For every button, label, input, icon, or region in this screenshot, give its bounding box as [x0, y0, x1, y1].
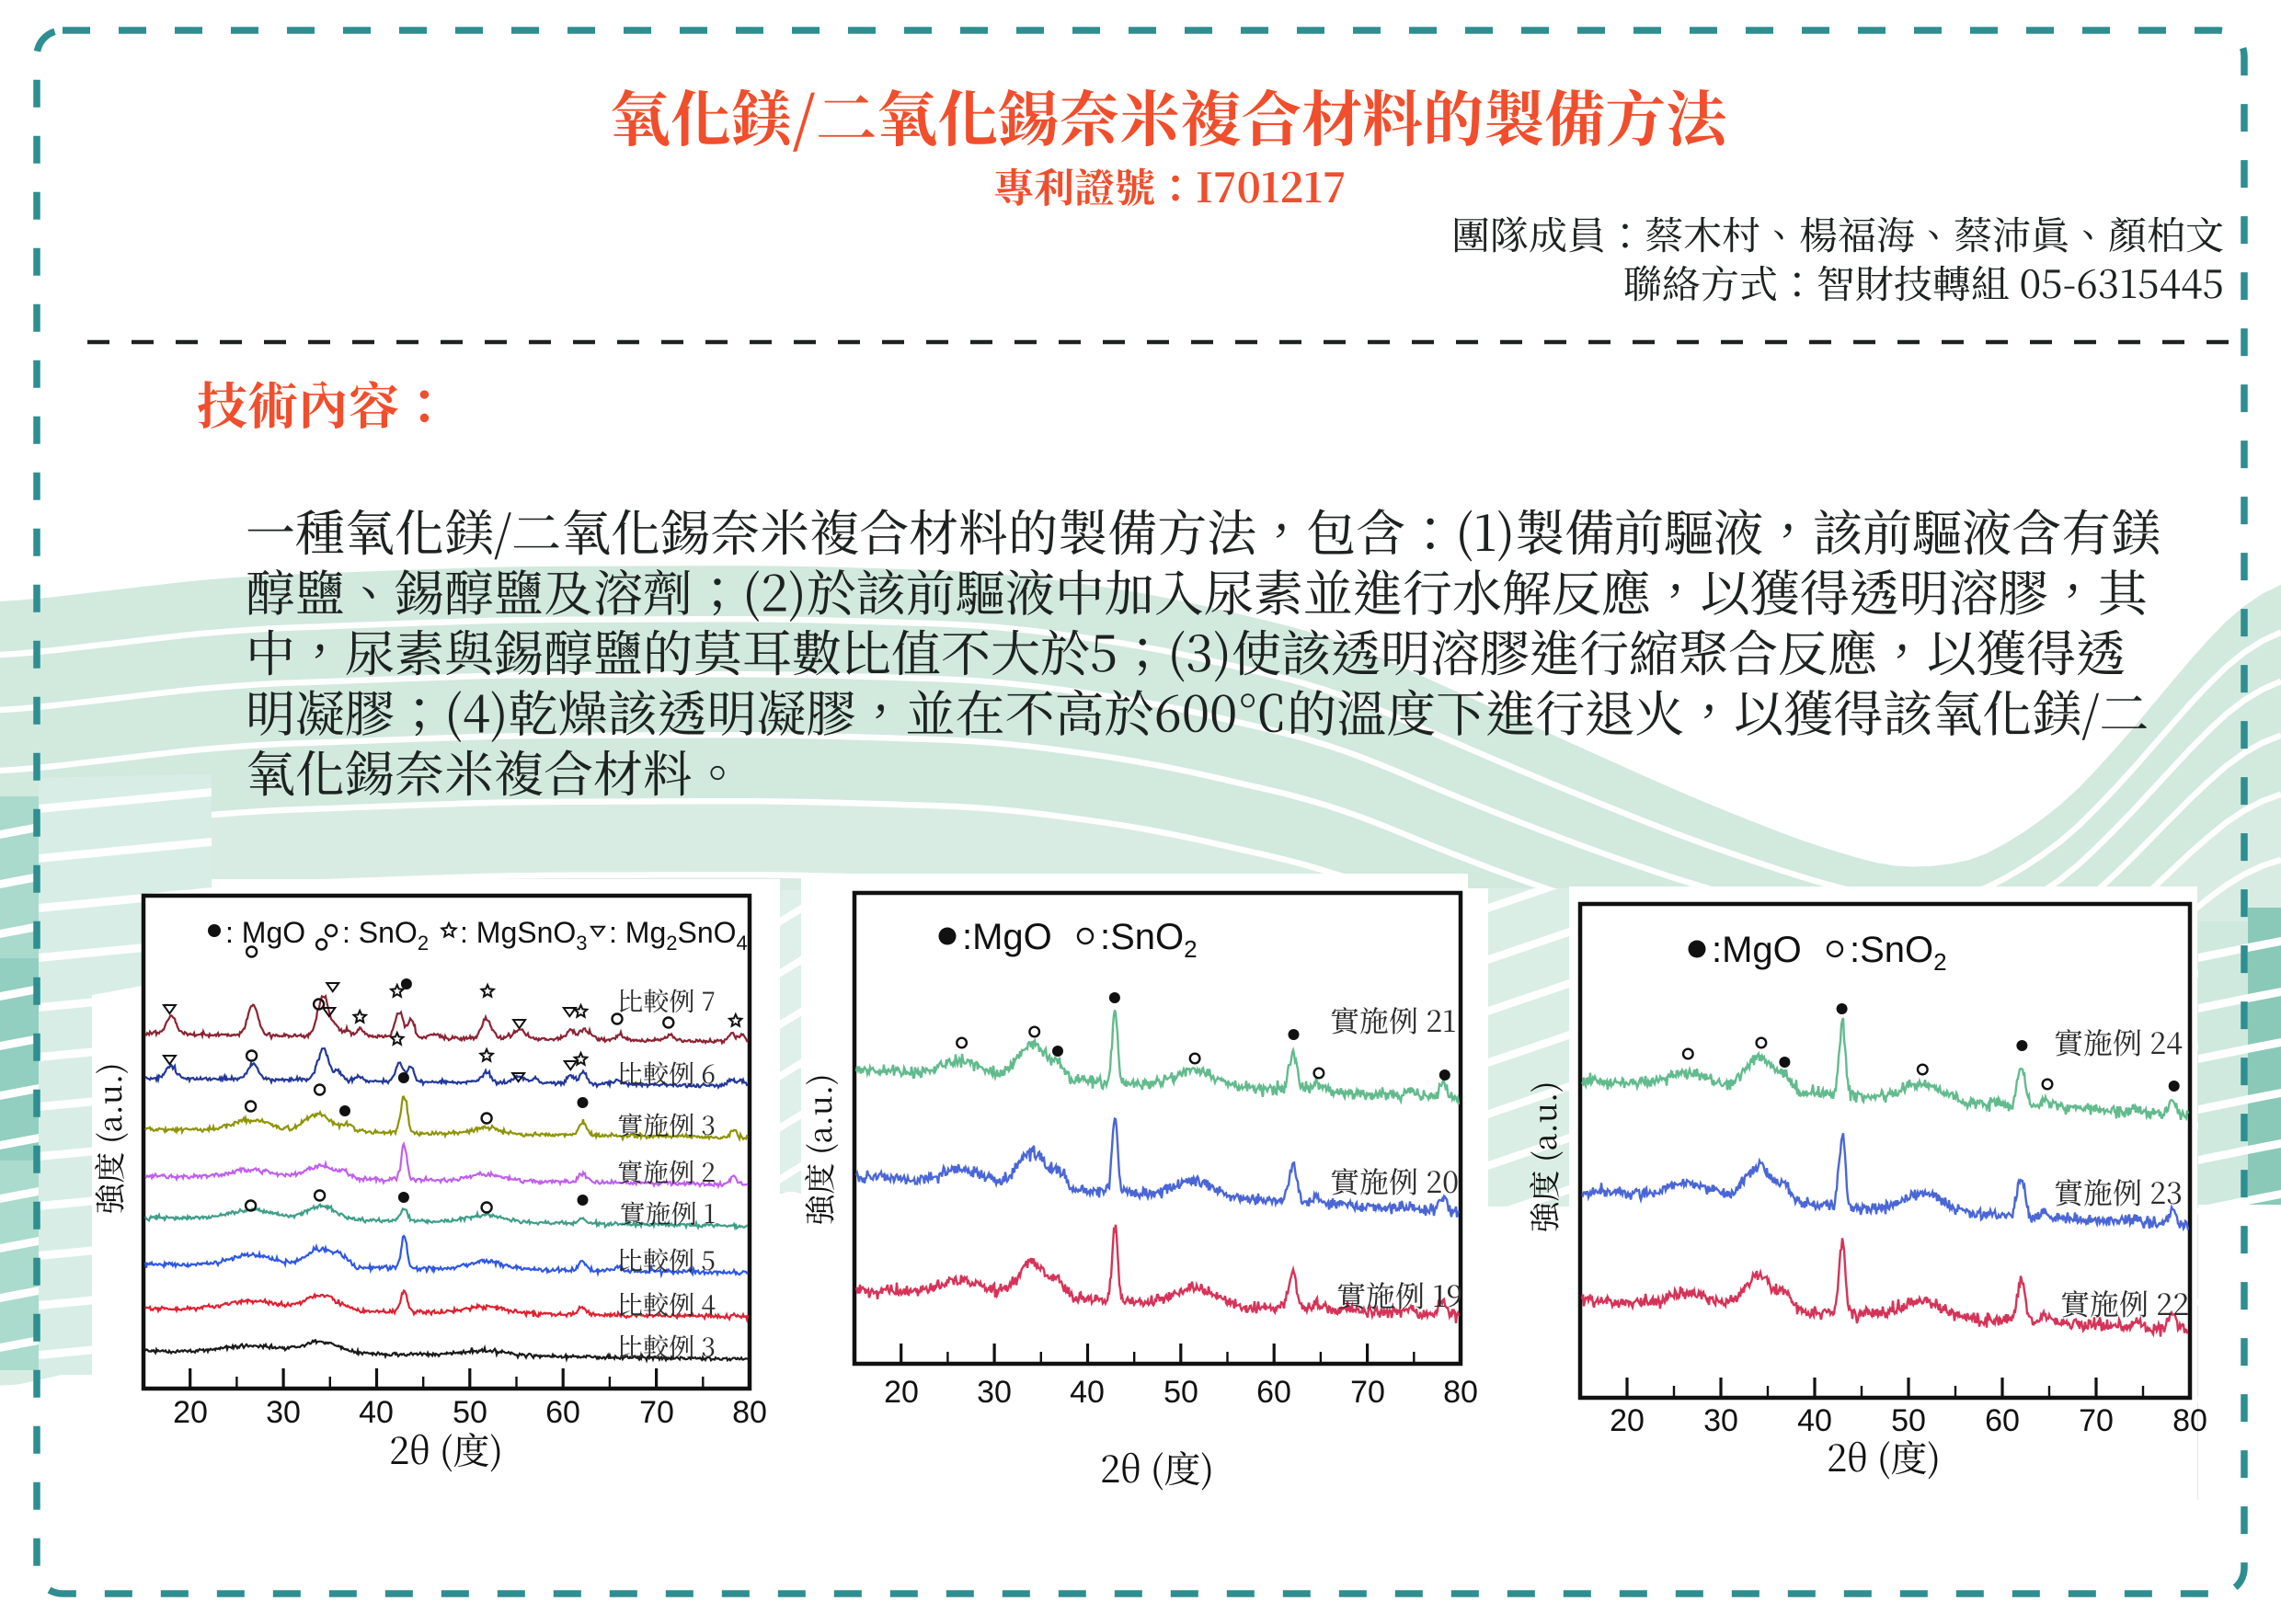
- svg-text:60: 60: [545, 1395, 580, 1430]
- svg-text:80: 80: [2172, 1403, 2207, 1438]
- svg-text:30: 30: [266, 1395, 301, 1430]
- svg-text:20: 20: [1610, 1403, 1645, 1438]
- svg-text::MgO: :MgO: [962, 917, 1052, 957]
- svg-text:60: 60: [1985, 1403, 2020, 1438]
- svg-text:50: 50: [1163, 1375, 1198, 1410]
- svg-text:80: 80: [1443, 1375, 1478, 1410]
- svg-text:20: 20: [173, 1395, 208, 1430]
- svg-text::SnO2: :SnO2: [1100, 917, 1198, 963]
- svg-text:: Mg2SnO4: : Mg2SnO4: [609, 916, 748, 955]
- svg-text:70: 70: [2079, 1403, 2114, 1438]
- svg-text:40: 40: [359, 1395, 394, 1430]
- svg-text::SnO2: :SnO2: [1850, 930, 1947, 976]
- svg-text:80: 80: [732, 1395, 767, 1430]
- svg-text:: SnO2: : SnO2: [342, 916, 429, 955]
- svg-text:: MgO: : MgO: [225, 916, 305, 949]
- svg-text:50: 50: [1891, 1403, 1926, 1438]
- svg-text:40: 40: [1070, 1375, 1105, 1410]
- svg-text::MgO: :MgO: [1712, 930, 1802, 970]
- svg-text:70: 70: [639, 1395, 674, 1430]
- svg-text:70: 70: [1350, 1375, 1385, 1410]
- svg-text:50: 50: [453, 1395, 487, 1430]
- svg-text:30: 30: [1703, 1403, 1738, 1438]
- svg-text:40: 40: [1797, 1403, 1832, 1438]
- svg-text:60: 60: [1256, 1375, 1291, 1410]
- svg-text:20: 20: [884, 1375, 919, 1410]
- svg-text:30: 30: [977, 1375, 1012, 1410]
- svg-text:: MgSnO3: : MgSnO3: [460, 916, 588, 955]
